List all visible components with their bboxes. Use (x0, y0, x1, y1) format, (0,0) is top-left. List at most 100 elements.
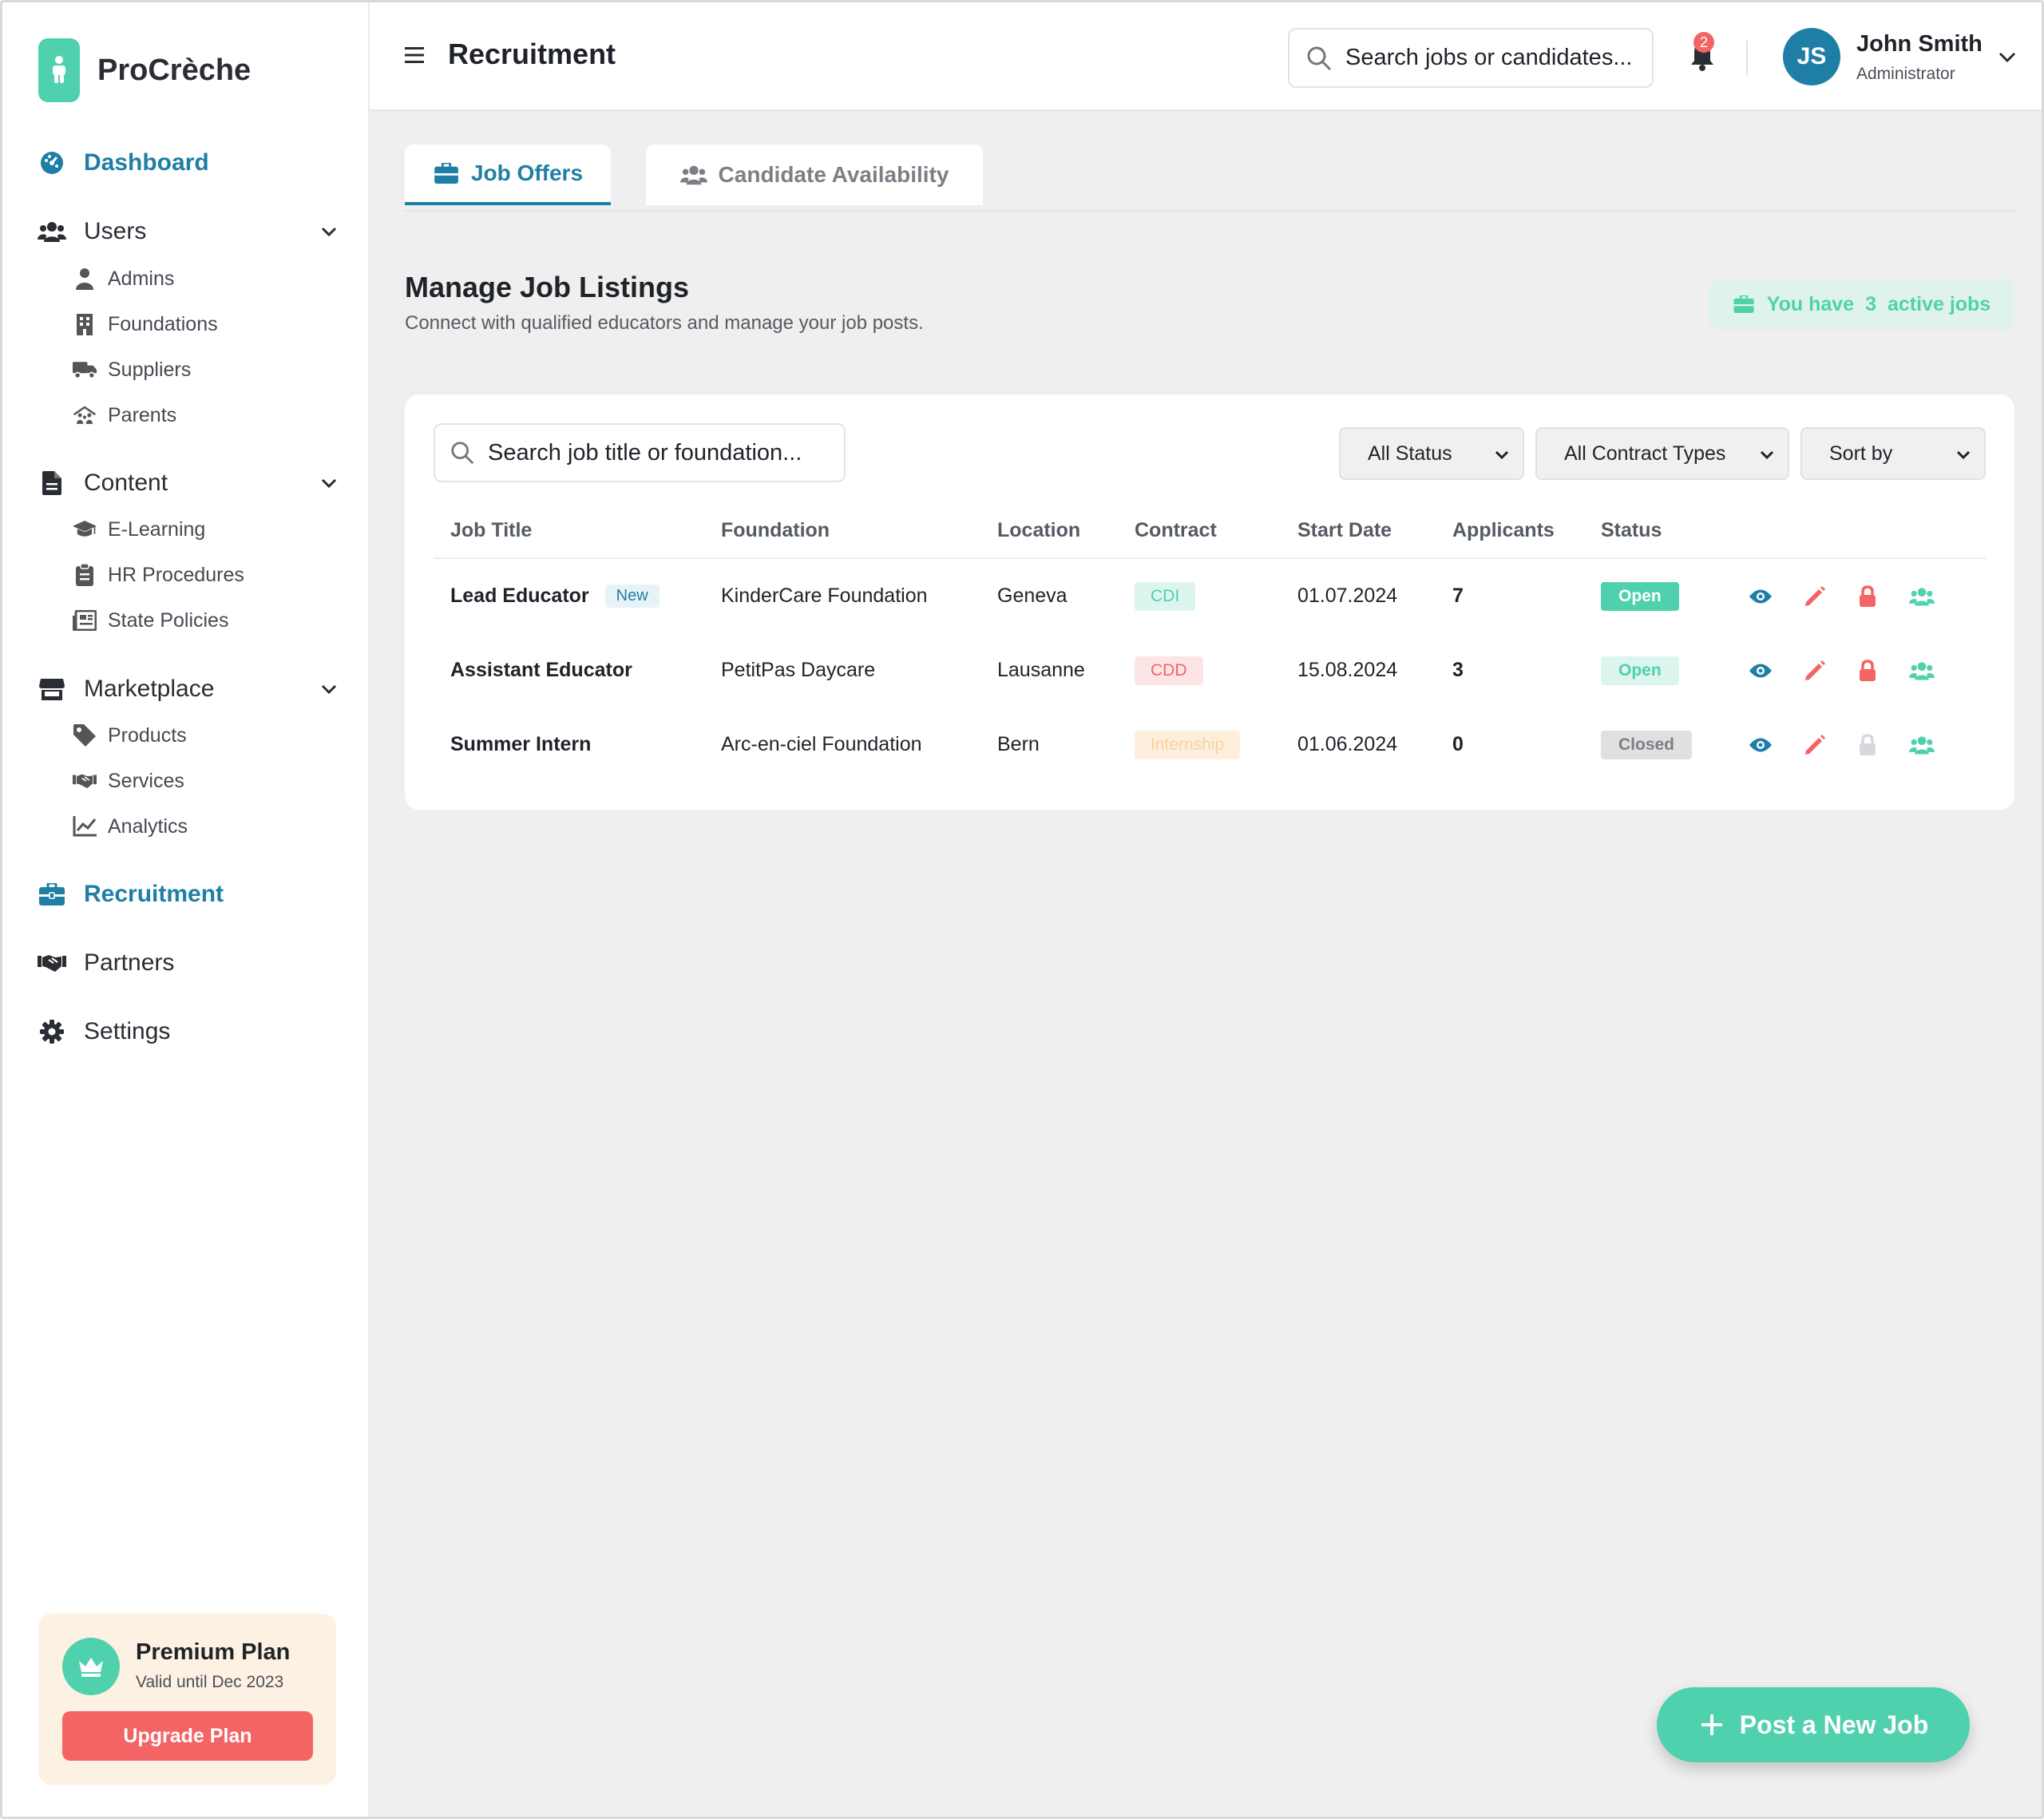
sidebar-item-label: State Policies (108, 608, 229, 632)
foundation-cell: Arc-en-ciel Foundation (721, 733, 922, 755)
notification-badge: 2 (1693, 32, 1714, 53)
child-icon (38, 38, 80, 102)
table-row[interactable]: Lead Educator New KinderCare Foundation … (405, 559, 2014, 633)
sidebar-item-users[interactable]: Users (38, 217, 337, 246)
sidebar-item-state-policies[interactable]: State Policies (73, 608, 228, 632)
sidebar-item-marketplace[interactable]: Marketplace (38, 675, 337, 703)
pencil-icon[interactable] (1802, 732, 1828, 758)
upgrade-plan-button[interactable]: Upgrade Plan (62, 1711, 313, 1761)
sidebar-item-label: Users (84, 218, 147, 244)
pencil-icon[interactable] (1802, 658, 1828, 684)
section-subtitle: Connect with qualified educators and man… (405, 312, 924, 334)
post-new-job-button[interactable]: Post a New Job (1657, 1687, 1970, 1762)
job-listings-card: All Status All Contract Types Sort by Jo… (405, 394, 2014, 810)
sidebar-item-label: Services (108, 769, 184, 792)
sidebar: ProCrèche Dashboard Users Admins Foundat… (2, 2, 370, 1817)
app-logo[interactable]: ProCrèche (38, 38, 251, 102)
tab-job-offers[interactable]: Job Offers (405, 145, 611, 205)
sidebar-item-products[interactable]: Products (73, 723, 187, 747)
building-icon (73, 312, 97, 336)
chevron-down-icon[interactable] (319, 679, 339, 699)
sidebar-item-recruitment[interactable]: Recruitment (38, 880, 224, 909)
sidebar-item-label: Marketplace (84, 676, 215, 702)
start-date-cell: 15.08.2024 (1297, 659, 1398, 681)
location-cell: Geneva (997, 585, 1068, 607)
sidebar-item-content[interactable]: Content (38, 469, 337, 497)
sidebar-item-hr-procedures[interactable]: HR Procedures (73, 563, 244, 587)
column-header-job-title[interactable]: Job Title (450, 519, 533, 541)
applicants-cell: 3 (1452, 659, 1464, 681)
chevron-down-icon[interactable] (1995, 46, 2019, 69)
column-header-status[interactable]: Status (1601, 519, 1662, 541)
table-row[interactable]: Summer Intern Arc-en-ciel Foundation Ber… (405, 707, 2014, 782)
handshake-icon (38, 949, 66, 977)
briefcase-icon (433, 160, 460, 187)
sidebar-item-e-learning[interactable]: E-Learning (73, 517, 205, 541)
chevron-down-icon[interactable] (319, 473, 339, 493)
sidebar-item-foundations[interactable]: Foundations (73, 312, 218, 336)
header-divider (1746, 41, 1748, 76)
job-title-cell: Summer Intern (450, 707, 591, 782)
contract-filter-value: All Contract Types (1564, 442, 1726, 465)
lock-icon[interactable] (1855, 658, 1880, 684)
sidebar-item-admins[interactable]: Admins (73, 267, 174, 291)
tab-divider (405, 210, 2014, 212)
eye-icon[interactable] (1748, 658, 1773, 684)
status-cell: Open (1601, 633, 1679, 707)
status-badge: Open (1601, 581, 1679, 611)
tab-candidate-availability[interactable]: Candidate Availability (646, 145, 983, 205)
column-header-start-date[interactable]: Start Date (1297, 519, 1392, 541)
sort-select[interactable]: Sort by (1800, 427, 1986, 480)
users-icon[interactable] (1909, 732, 1935, 758)
job-title[interactable]: Summer Intern (450, 733, 592, 755)
sidebar-item-analytics[interactable]: Analytics (73, 814, 188, 838)
contract-tag: Internship (1135, 730, 1241, 759)
contract-type-filter[interactable]: All Contract Types (1535, 427, 1789, 480)
job-title[interactable]: Assistant Educator (450, 659, 632, 681)
global-search-input[interactable] (1345, 45, 1649, 71)
pencil-icon[interactable] (1802, 584, 1828, 609)
chevron-down-icon[interactable] (319, 221, 339, 242)
sidebar-item-dashboard[interactable]: Dashboard (38, 149, 209, 177)
status-badge: Open (1601, 656, 1679, 685)
table-row[interactable]: Assistant Educator PetitPas Daycare Laus… (405, 633, 2014, 707)
user-name[interactable]: John Smith (1856, 31, 1983, 57)
applicants-cell: 0 (1452, 733, 1464, 755)
dashboard-icon (38, 149, 66, 177)
sidebar-item-parents[interactable]: Parents (73, 403, 176, 427)
job-search-input[interactable] (488, 439, 839, 466)
plus-icon (1701, 1714, 1722, 1735)
job-title[interactable]: Lead Educator (450, 585, 589, 607)
top-header: Recruitment 2 JS John Smith Administrato… (370, 2, 2042, 111)
eye-icon[interactable] (1748, 732, 1773, 758)
column-header-applicants[interactable]: Applicants (1452, 519, 1555, 541)
sidebar-item-label: Parents (108, 403, 177, 426)
column-header-foundation[interactable]: Foundation (721, 519, 830, 541)
users-icon (679, 161, 707, 188)
tag-icon (73, 723, 97, 747)
sidebar-item-label: Dashboard (84, 149, 209, 176)
menu-icon[interactable] (402, 44, 427, 66)
column-header-contract[interactable]: Contract (1135, 519, 1217, 541)
clipboard-icon (73, 563, 97, 587)
avatar[interactable]: JS (1783, 28, 1840, 85)
file-icon (38, 469, 66, 497)
column-header-location[interactable]: Location (997, 519, 1081, 541)
users-icon[interactable] (1909, 658, 1935, 684)
tab-label: Job Offers (470, 160, 584, 185)
sidebar-item-settings[interactable]: Settings (38, 1017, 170, 1046)
foundation-cell: PetitPas Daycare (721, 659, 876, 681)
sidebar-item-partners[interactable]: Partners (38, 949, 174, 977)
eye-icon[interactable] (1748, 584, 1773, 609)
contract-tag: CDD (1135, 656, 1203, 685)
unlock-icon[interactable] (1855, 732, 1880, 758)
user-icon (73, 267, 97, 291)
users-icon[interactable] (1909, 584, 1935, 609)
status-filter[interactable]: All Status (1339, 427, 1524, 480)
sidebar-item-suppliers[interactable]: Suppliers (73, 358, 191, 382)
job-title-cell: Lead Educator New (450, 559, 660, 633)
sidebar-item-services[interactable]: Services (73, 769, 184, 793)
status-cell: Closed (1601, 707, 1693, 782)
lock-icon[interactable] (1855, 584, 1880, 609)
